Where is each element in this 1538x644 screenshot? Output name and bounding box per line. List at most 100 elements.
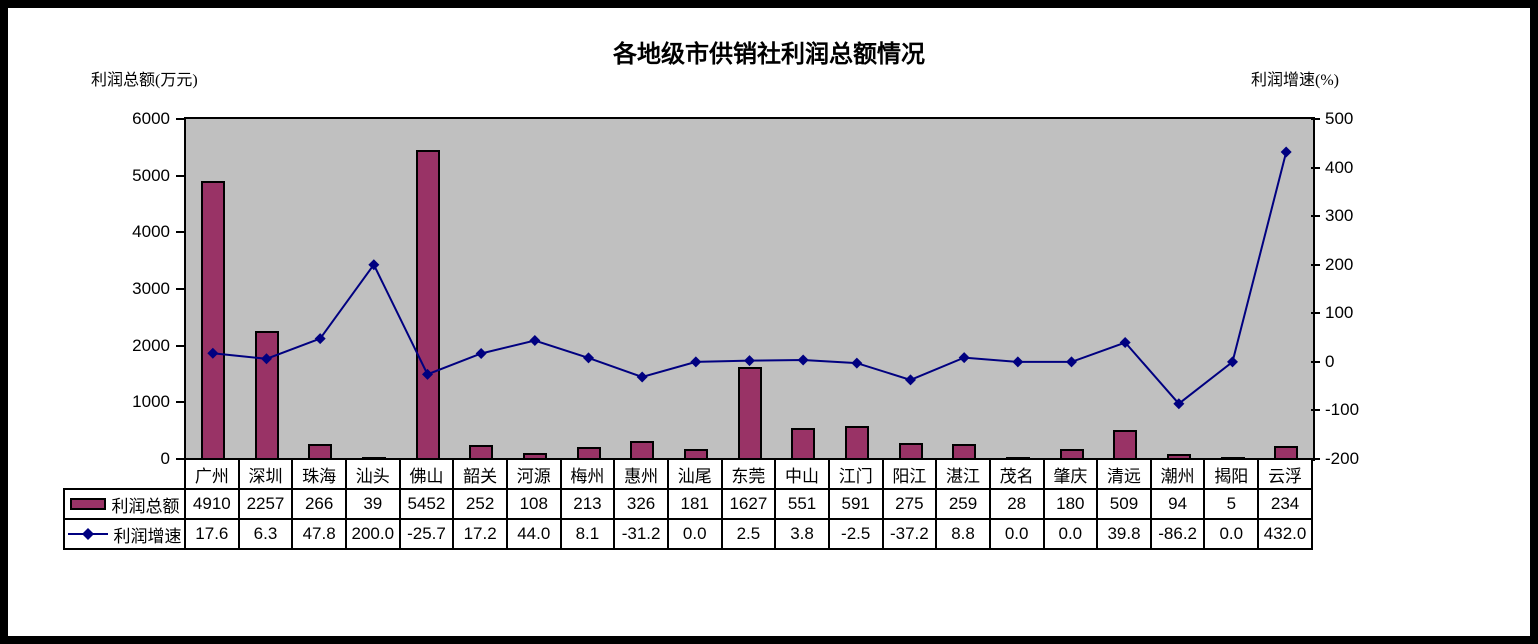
bar <box>576 446 601 459</box>
profit-value-cell: 234 <box>1257 488 1313 520</box>
growth-value-cell: 0.0 <box>1203 518 1260 550</box>
growth-value-cell: -2.5 <box>827 518 884 550</box>
diamond-marker <box>583 352 594 364</box>
left-axis-tick-label: 1000 <box>132 392 170 411</box>
profit-value-cell: 28 <box>988 488 1045 520</box>
growth-value-cell: 17.2 <box>452 518 508 550</box>
diamond-marker <box>368 259 380 271</box>
growth-value-cell: 3.8 <box>774 518 830 550</box>
bar <box>1274 445 1299 459</box>
bar <box>844 425 869 459</box>
right-axis-tick-label: -100 <box>1325 400 1360 419</box>
profit-value-cell: 5452 <box>398 488 455 520</box>
tick-mark <box>176 458 185 460</box>
diamond-marker <box>1173 398 1185 410</box>
category-cell: 东莞 <box>720 458 777 490</box>
growth-value-cell: 39.8 <box>1096 518 1152 550</box>
growth-value-cell: 200.0 <box>344 518 401 550</box>
bar <box>361 456 386 459</box>
right-axis-tick-label: 300 <box>1325 206 1354 225</box>
bar <box>898 443 923 459</box>
tick-mark <box>176 345 185 347</box>
category-cell: 肇庆 <box>1042 458 1099 490</box>
profit-value-cell: 181 <box>666 488 723 520</box>
bar <box>1220 457 1245 459</box>
category-cell: 江门 <box>827 458 884 490</box>
diamond-marker <box>1119 337 1131 349</box>
profit-value-cell: 2257 <box>237 488 294 520</box>
table-corner-cell <box>64 459 185 489</box>
growth-value-cell: 47.8 <box>291 518 347 550</box>
category-cell: 中山 <box>774 458 830 490</box>
tick-mark <box>1311 458 1320 460</box>
tick-mark <box>1311 264 1320 266</box>
right-axis-tick-label: 400 <box>1325 158 1354 177</box>
growth-value-cell: 6.3 <box>237 518 294 550</box>
category-cell: 韶关 <box>452 458 508 490</box>
category-cell: 揭阳 <box>1203 458 1260 490</box>
diamond-marker <box>958 352 970 364</box>
legend-label-profit: 利润总额 <box>111 496 180 516</box>
legend-cell-growth: 利润增速 <box>63 518 186 550</box>
growth-value-cell: 8.1 <box>559 518 616 550</box>
profit-value-cell: 266 <box>291 488 347 520</box>
profit-value-cell: 509 <box>1096 488 1152 520</box>
growth-value-cell: 432.0 <box>1257 518 1313 550</box>
category-cell: 佛山 <box>398 458 455 490</box>
category-cell: 湛江 <box>935 458 991 490</box>
growth-value-cell: 2.5 <box>720 518 777 550</box>
bar <box>200 180 225 459</box>
right-axis-tick-label: 0 <box>1325 352 1335 371</box>
growth-value-cell: 8.8 <box>935 518 991 550</box>
profit-value-cell: 275 <box>881 488 938 520</box>
bar <box>791 427 816 459</box>
profit-value-cell: 213 <box>559 488 616 520</box>
left-axis-title: 利润总额(万元) <box>91 72 198 89</box>
left-axis-tick-label: 5000 <box>132 166 170 185</box>
profit-value-cell: 39 <box>344 488 401 520</box>
bar <box>683 448 708 459</box>
tick-mark <box>1311 215 1320 217</box>
diamond-marker <box>529 334 541 346</box>
bar <box>1059 448 1084 459</box>
profit-value-cell: 551 <box>774 488 830 520</box>
diamond-marker <box>1012 356 1024 368</box>
category-cell: 茂名 <box>988 458 1045 490</box>
growth-value-cell: 0.0 <box>666 518 723 550</box>
profit-value-cell: 1627 <box>720 488 777 520</box>
bar <box>469 444 494 459</box>
left-axis-tick-label: 6000 <box>132 109 170 128</box>
tick-mark <box>176 401 185 403</box>
line-series <box>207 146 1292 410</box>
growth-value-cell: 0.0 <box>988 518 1045 550</box>
category-cell: 汕头 <box>344 458 401 490</box>
profit-value-cell: 4910 <box>184 488 240 520</box>
tick-mark <box>1311 167 1320 169</box>
growth-value-cell: -37.2 <box>881 518 938 550</box>
growth-value-cell: -31.2 <box>613 518 669 550</box>
tick-mark <box>1311 312 1320 314</box>
table-growth-row: 利润增速 17.6 6.3 47.8 200.0 -25.7 17.2 44.0 8.1 -31.… <box>63 518 1313 550</box>
profit-value-cell: 259 <box>935 488 991 520</box>
category-cell: 云浮 <box>1257 458 1313 490</box>
table-profit-row: 利润总额 4910 2257 266 39 5452 252 108 213 326 181 1627… <box>63 488 1313 520</box>
profit-value-cell: 94 <box>1149 488 1206 520</box>
category-cell: 清远 <box>1096 458 1152 490</box>
right-axis-tick-label: 200 <box>1325 255 1354 274</box>
bar <box>737 366 762 459</box>
diamond-marker <box>690 356 702 368</box>
category-cell: 潮州 <box>1149 458 1206 490</box>
legend-label-growth: 利润增速 <box>113 526 182 546</box>
category-cell: 惠州 <box>613 458 669 490</box>
category-cell: 河源 <box>505 458 562 490</box>
category-cell: 阳江 <box>881 458 938 490</box>
tick-mark <box>176 288 185 290</box>
category-cell: 珠海 <box>291 458 347 490</box>
bar <box>630 440 655 459</box>
diamond-marker <box>207 347 219 359</box>
plot-area <box>184 117 1315 461</box>
bar <box>1005 457 1030 459</box>
bar <box>254 331 279 459</box>
legend-line-swatch-icon <box>67 528 108 540</box>
